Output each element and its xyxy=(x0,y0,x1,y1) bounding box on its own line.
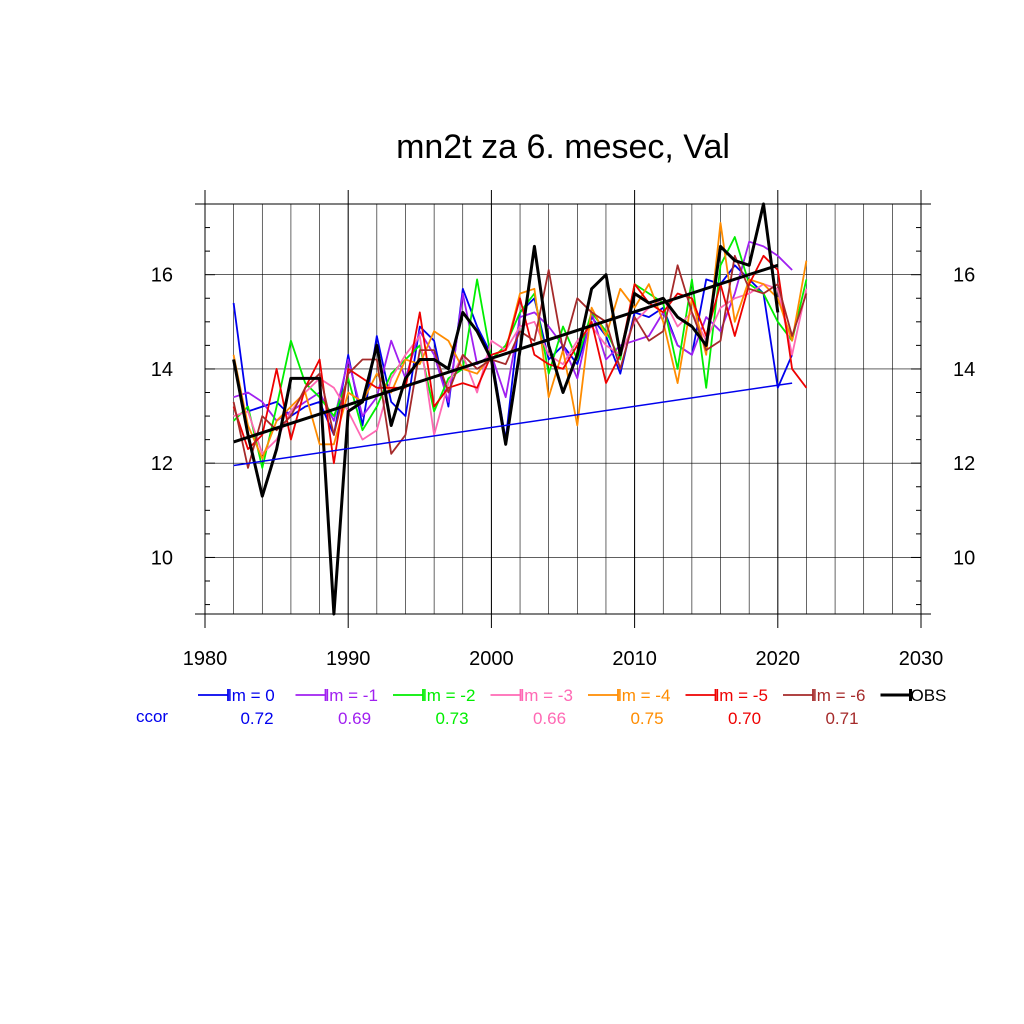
series-line xyxy=(233,283,808,455)
x-tick-label: 1980 xyxy=(183,648,228,670)
legend-label: lm = -5 xyxy=(716,686,768,705)
legend-ccor-value: 0.69 xyxy=(338,709,371,728)
x-tick-label: 2000 xyxy=(469,648,514,670)
y-tick-label-right: 12 xyxy=(953,453,975,475)
chart-title: mn2t za 6. mesec, Val xyxy=(396,128,730,166)
y-tick-label-left: 16 xyxy=(151,265,173,287)
series-line xyxy=(232,202,780,616)
ccor-label: ccor xyxy=(136,707,168,726)
legend-label: lm = -1 xyxy=(326,686,378,705)
gridlines xyxy=(204,190,922,628)
y-tick-label-right: 16 xyxy=(953,265,975,287)
legend-ccor-value: 0.72 xyxy=(240,709,273,728)
x-tick-label: 2030 xyxy=(899,648,944,670)
y-tick-label-right: 10 xyxy=(953,547,975,569)
legend: ccor lm = 0 0.72 lm = -1 0.69 lm = -2 0.73 lm =… xyxy=(136,686,946,728)
legend-ccor-value: 0.70 xyxy=(728,709,761,728)
y-tick-label-right: 14 xyxy=(953,359,975,381)
legend-ccor-value: 0.73 xyxy=(435,709,468,728)
legend-label: OBS xyxy=(911,686,947,705)
trend-line xyxy=(233,382,793,467)
legend-label: lm = -4 xyxy=(618,686,670,705)
trend-line xyxy=(233,263,779,444)
axes: 10 10 12 12 14 14 16 16 1980 1990 2000 2010 2020 2030 xyxy=(151,203,975,670)
legend-ccor-value: 0.75 xyxy=(630,709,663,728)
legend-ccor-value: 0.71 xyxy=(825,709,858,728)
legend-label: lm = -3 xyxy=(521,686,573,705)
plot-area xyxy=(232,202,808,616)
legend-label: lm = -6 xyxy=(813,686,865,705)
y-tick-label-left: 14 xyxy=(151,359,173,381)
y-tick-label-left: 10 xyxy=(151,547,173,569)
x-tick-label: 1990 xyxy=(326,648,371,670)
legend-label: lm = 0 xyxy=(228,686,275,705)
x-tick-label: 2010 xyxy=(612,648,657,670)
series-line xyxy=(232,254,808,469)
plot-frame xyxy=(195,203,931,615)
legend-ccor-value: 0.66 xyxy=(533,709,566,728)
y-tick-label-left: 12 xyxy=(151,453,173,475)
x-tick-label: 2020 xyxy=(756,648,801,670)
legend-label: lm = -2 xyxy=(423,686,475,705)
